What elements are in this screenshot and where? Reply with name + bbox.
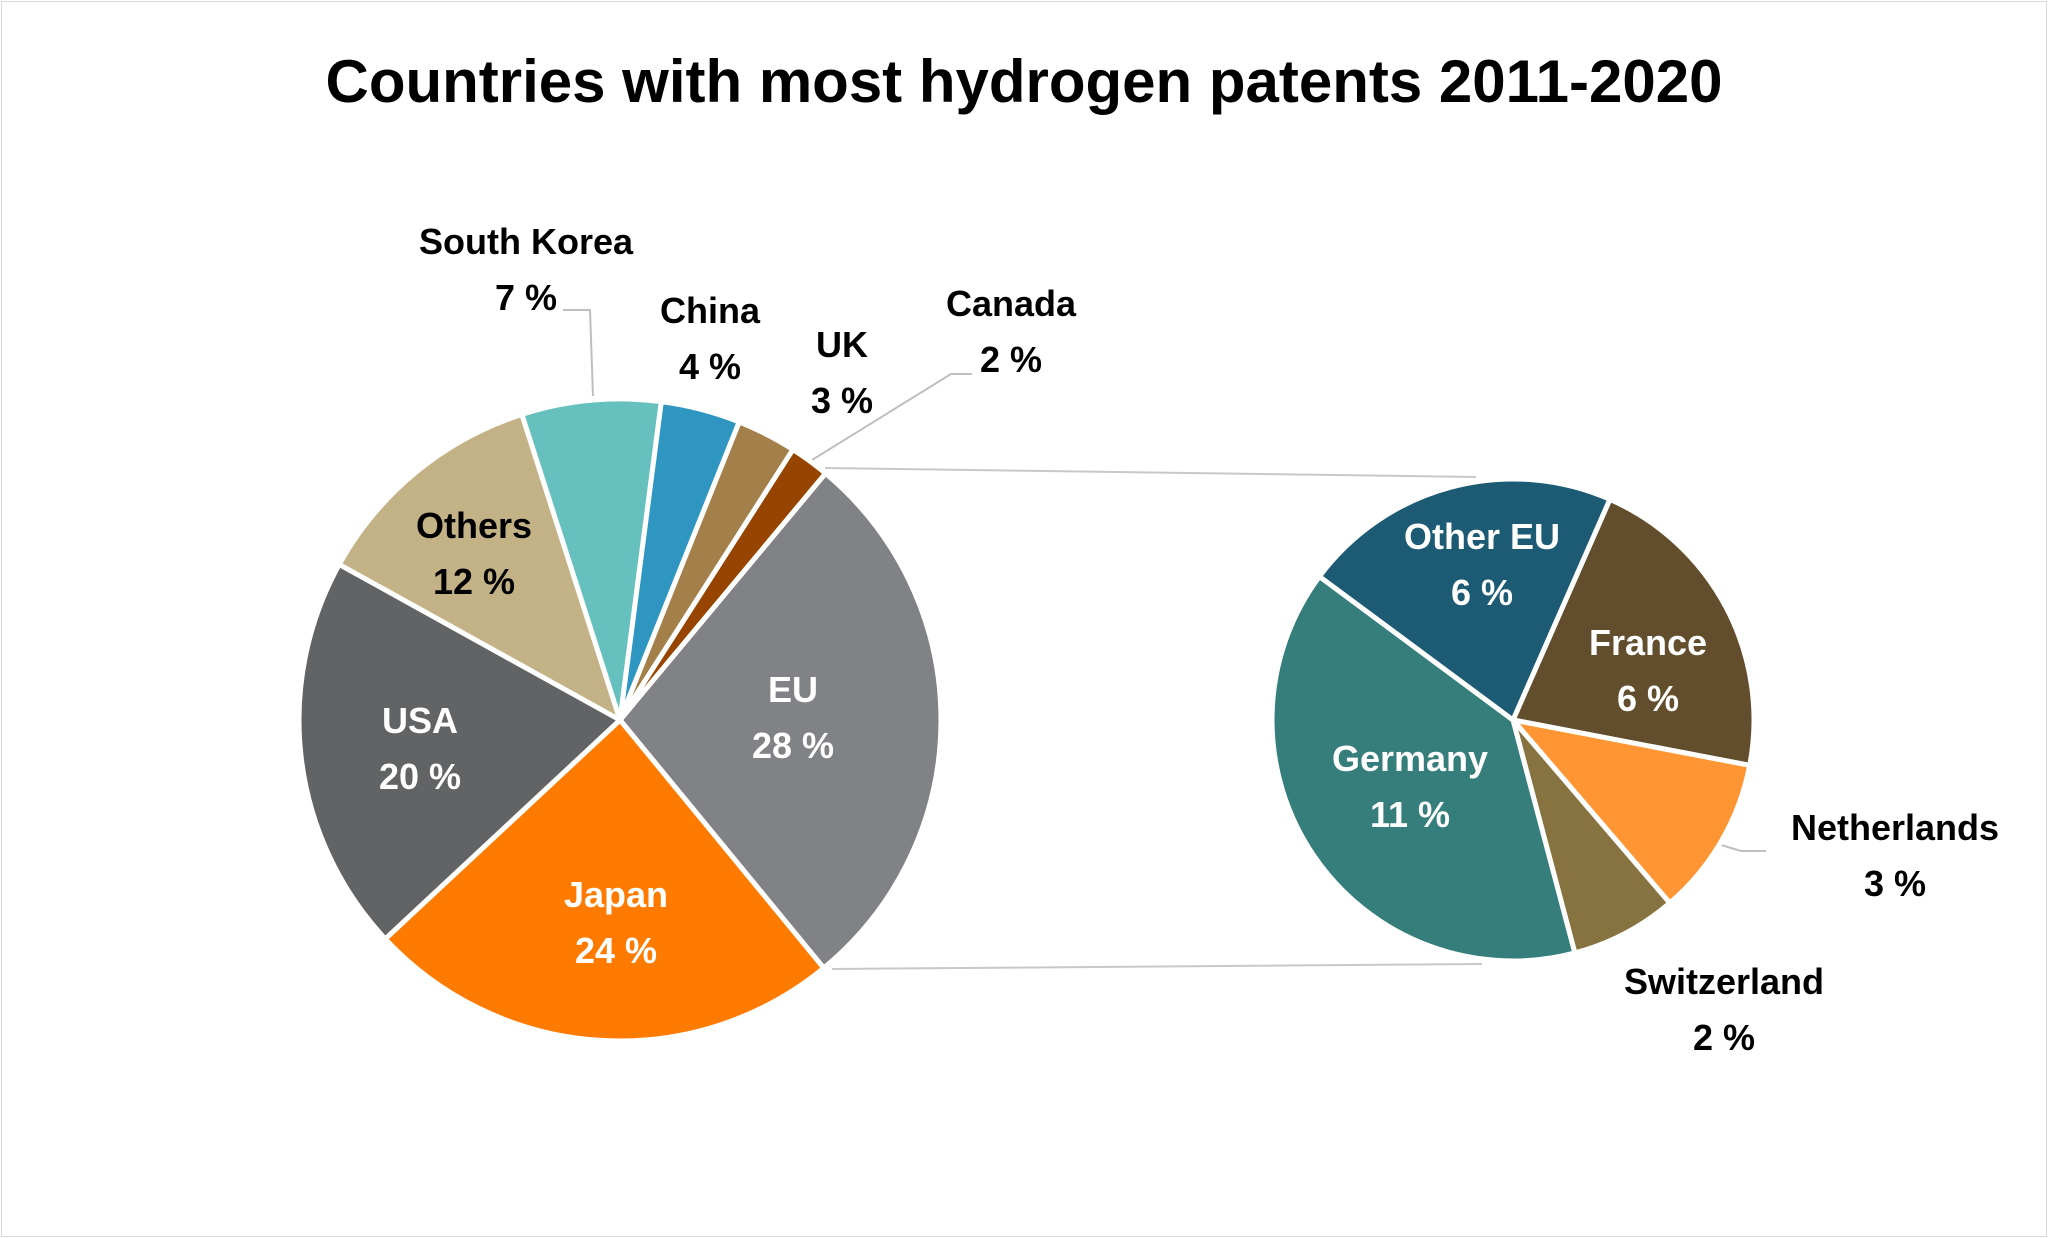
pie-slice-others: [336, 411, 623, 723]
data-label-value-germany: 11 %: [1370, 794, 1450, 835]
pie-slice-canada: [617, 447, 828, 723]
data-label-value-netherlands: 3 %: [1864, 863, 1926, 904]
data-label-value-switzerland: 2 %: [1693, 1017, 1755, 1058]
leader-south-korea: [563, 309, 594, 397]
pie-slice-eu: [617, 470, 944, 971]
pie-slice-netherlands: [1510, 717, 1753, 906]
data-label-value-uk: 3 %: [811, 380, 873, 421]
data-label-name-france: France: [1589, 622, 1707, 663]
pie-slice-france: [1510, 496, 1757, 768]
leader-lines: [563, 309, 1766, 852]
connector-bottom: [831, 963, 1483, 970]
data-label-name-canada: Canada: [946, 283, 1077, 324]
data-label-name-uk: UK: [816, 324, 868, 365]
chart-title: Countries with most hydrogen patents 201…: [325, 48, 1722, 115]
data-label-value-other-eu: 6 %: [1451, 572, 1513, 613]
data-labels: EU 28 % Japan 24 % USA 20 % Others 12 % South Ko…: [379, 221, 1999, 1058]
data-label-value-france: 6 %: [1617, 678, 1679, 719]
pie-slice-south-korea: [519, 396, 664, 723]
data-label-name-netherlands: Netherlands: [1791, 807, 1999, 848]
pie-slice-germany: [1269, 573, 1578, 964]
data-label-name-eu: EU: [768, 669, 818, 710]
connector-top: [824, 467, 1477, 478]
data-label-name-switzerland: Switzerland: [1624, 961, 1824, 1002]
data-label-value-china: 4 %: [679, 346, 741, 387]
data-label-value-japan: 24 %: [575, 930, 657, 971]
data-label-name-china: China: [660, 290, 761, 331]
pie-slice-other-eu: [1316, 476, 1613, 723]
eu-breakdown-pie: [1269, 476, 1757, 964]
data-label-name-other-eu: Other EU: [1404, 516, 1560, 557]
data-label-name-germany: Germany: [1332, 738, 1488, 779]
data-label-value-eu: 28 %: [752, 725, 834, 766]
data-label-name-usa: USA: [382, 700, 458, 741]
leader-canada: [811, 373, 972, 461]
data-label-value-canada: 2 %: [980, 339, 1042, 380]
connector-lines: [824, 467, 1483, 970]
main-pie: [296, 396, 944, 1044]
data-label-name-japan: Japan: [564, 874, 668, 915]
data-label-value-others: 12 %: [433, 561, 515, 602]
pie-slice-japan: [382, 717, 827, 1044]
leader-netherlands: [1720, 844, 1766, 852]
data-label-name-others: Others: [416, 505, 532, 546]
data-label-value-usa: 20 %: [379, 756, 461, 797]
data-label-name-south-korea: South Korea: [419, 221, 634, 262]
data-label-value-south-korea: 7 %: [495, 277, 557, 318]
pie-slice-usa: [296, 561, 623, 942]
